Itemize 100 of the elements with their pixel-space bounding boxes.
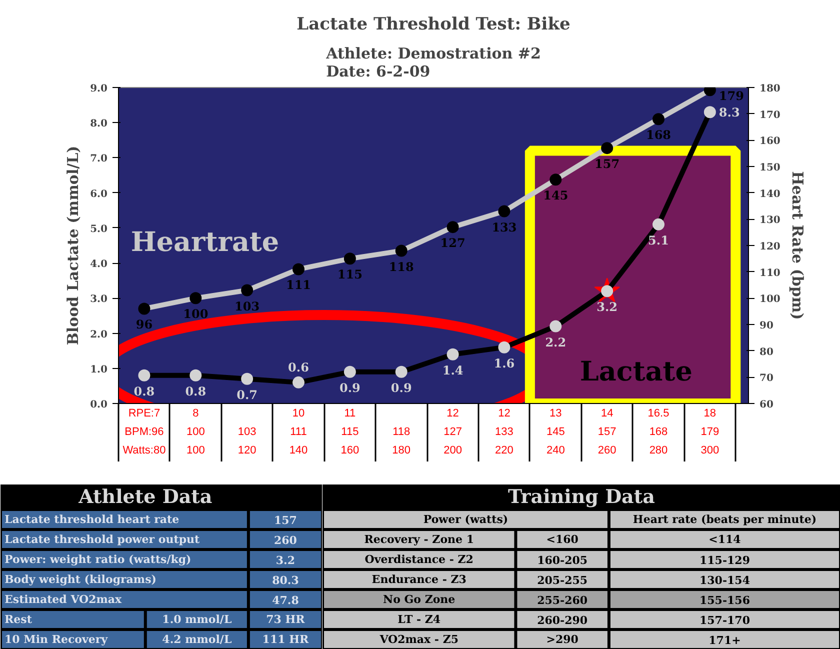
x-tick-label: 14 157 260 [598,408,616,457]
y-tick-label: 4.0 [90,259,108,270]
data-label: 8.3 [718,106,740,120]
point [652,218,664,230]
category-label: Power: weight ratio (watts/kg) [4,553,192,566]
x-tick-label: 103 120 [238,426,256,457]
y-tick-label: 2.0 [90,329,108,340]
y-tick-label: 5.0 [90,224,108,235]
text: 155-156 [699,594,750,607]
text: 115-129 [699,554,750,567]
y2-tick-label: 110 [760,268,780,279]
data-label: 0.8 [134,384,155,398]
data-label: 0.7 [236,388,258,402]
category-label: Overdistance - Z2 [364,553,474,566]
y2-tick-label: 60 [760,400,774,410]
point [446,348,459,360]
data-label: 100 [183,307,208,322]
y2-tick-label: 180 [760,84,780,94]
point [292,376,304,388]
point [190,369,202,382]
chart-title: Lactate Threshold Test: Bike [296,14,571,34]
category-label: Rest [4,613,32,626]
text: 130-154 [699,574,750,587]
point [344,252,356,265]
text: <160 [546,533,578,546]
data-label: 0.8 [185,384,206,398]
data-label: 5.1 [648,233,669,248]
text: <114 [708,533,741,546]
y2-tick-label: 160 [760,136,780,148]
x-tick-label: 16.5 168 280 [648,408,670,457]
data-label: 0.9 [339,380,360,395]
point [446,221,459,234]
point [550,174,562,186]
category-label: Power (watts) [423,513,508,526]
category-label: No Go Zone [383,593,456,606]
text: Training Data [508,486,655,508]
category-label: Endurance - Z3 [372,573,466,586]
text: 111 HR [262,633,309,646]
x-tick-label: 11 115 160 [340,408,360,457]
y-axis-title: Blood Lactate (mmol/L) [64,146,82,346]
text: 1.0 mmol/L [162,613,232,626]
data-label: 179 [718,89,744,104]
data-label: 118 [388,260,414,274]
text: 157-170 [699,614,750,627]
data-label: 3.2 [596,300,618,314]
x-tick-label: 118 180 [392,426,411,457]
y2-tick-label: 80 [760,346,774,358]
data-label: 0.6 [288,360,309,374]
text: 205-255 [537,574,588,587]
category-label: Heart rate (beats per minute) [632,513,817,526]
point [241,372,254,385]
point [498,205,510,218]
y-tick-label: 6.0 [90,188,108,200]
data-label: 145 [543,188,568,203]
point [704,106,716,118]
text: Athlete Data [78,486,212,508]
y2-tick-label: 90 [760,320,774,332]
y-tick-label: 1.0 [90,364,108,376]
category-label: 10 Min Recovery [4,633,108,646]
x-tick-label: 8 100 100 [186,408,205,457]
y2-tick-label: 120 [760,242,780,252]
point [395,366,408,378]
point [138,302,150,315]
category-label: Recovery - Zone 1 [364,533,474,546]
data-label: 157 [594,157,620,172]
chart-subtitle: Athlete: Demostration #2 Date: 6-2-09 [325,44,541,80]
x-tick-label: 12 127 200 [444,408,462,457]
y2-tick-label: 70 [760,373,774,384]
text: 171+ [708,634,741,647]
data-label: 0.9 [390,380,412,395]
data-label: 1.6 [494,356,515,370]
data-label: 115 [337,268,362,282]
category-label: LT - Z4 [398,613,441,626]
y2-tick-label: 150 [760,162,780,174]
y-tick-label: 8.0 [90,118,108,130]
data-label: 168 [646,128,672,142]
text: 3.2 [276,554,296,567]
y2-axis-title: Heart Rate (bpm) [788,171,806,320]
x-tick-label: RPE:7 BPM:96 Watts:80 [122,408,166,457]
y-tick-label: 9.0 [90,84,108,94]
text: 260 [274,534,297,547]
text: 47.8 [272,594,299,607]
y2-tick-label: 130 [760,215,780,226]
point [138,369,150,382]
x-tick-label: 13 145 240 [546,408,565,457]
category-label: Lactate threshold heart rate [4,513,180,526]
category-label: Lactate threshold power output [4,533,200,546]
text: 80.3 [272,574,299,587]
y-tick-label: 7.0 [90,154,108,165]
point [241,284,254,296]
y2-tick-label: 140 [760,188,780,200]
text: 4.2 mmol/L [162,633,232,646]
data-label: 96 [136,318,153,332]
category-label: Body weight (kilograms) [4,573,156,586]
data-label: 2.2 [545,335,566,350]
y-tick-label: 0.0 [90,400,108,410]
point [550,320,562,332]
y2-tick-label: 170 [760,110,780,121]
point [498,341,510,354]
data-label: 133 [492,220,517,234]
